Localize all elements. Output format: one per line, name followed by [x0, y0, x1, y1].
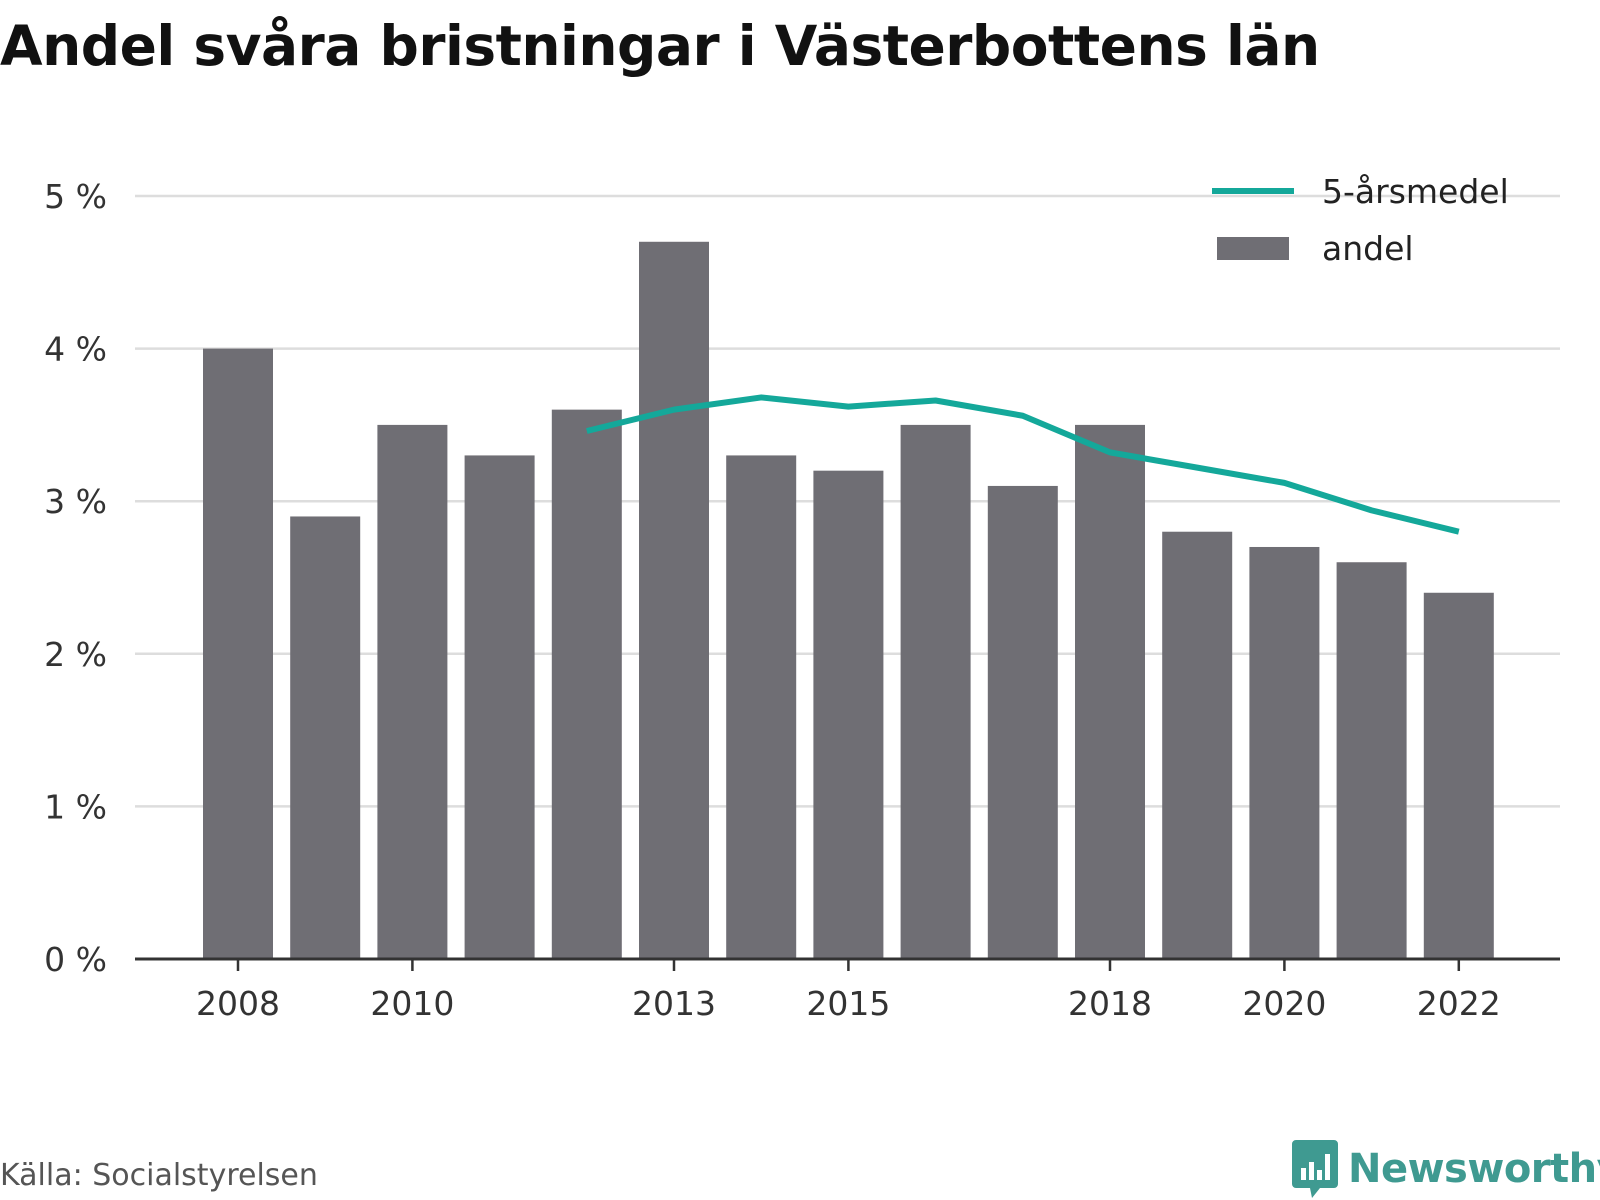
bar	[290, 516, 361, 959]
x-tick-label: 2020	[1242, 984, 1326, 1023]
chart-plot: 0 % 1 % 2 % 3 % 4 % 5 % 2008 2010 2013 2015 2018 20…	[44, 172, 1560, 1023]
legend-label-line: 5-årsmedel	[1322, 172, 1509, 211]
bar	[900, 424, 971, 959]
x-tick-label: 2015	[806, 984, 890, 1023]
bar	[1249, 546, 1320, 959]
legend-label-bar: andel	[1322, 229, 1414, 268]
y-tick-label: 0 %	[44, 940, 107, 979]
y-tick-label: 3 %	[44, 482, 107, 521]
x-tick-label: 2018	[1068, 984, 1152, 1023]
legend-swatch-bar	[1217, 237, 1289, 260]
y-tick-label: 5 %	[44, 177, 107, 216]
bar	[203, 348, 273, 960]
chart-title: Andel svåra bristningar i Västerbottens …	[0, 14, 1320, 78]
bar	[639, 241, 709, 959]
bar	[726, 455, 797, 959]
brand-logo: Newsworthy	[1292, 1140, 1600, 1198]
bar	[1423, 592, 1494, 959]
series-line-5-arsmedel	[586, 394, 1460, 535]
x-tick-label: 2022	[1417, 984, 1501, 1023]
bar	[1162, 531, 1233, 959]
brand-name: Newsworthy	[1348, 1146, 1600, 1192]
bar	[813, 470, 884, 959]
y-tick-label: 1 %	[44, 787, 107, 826]
source-note: Källa: Socialstyrelsen	[0, 1158, 318, 1193]
bar	[551, 409, 622, 959]
bar	[1336, 562, 1407, 959]
x-tick-label: 2010	[370, 984, 454, 1023]
bar	[1075, 424, 1145, 959]
bar-chart-speech-icon	[1292, 1140, 1338, 1198]
x-tick-label: 2008	[196, 984, 280, 1023]
x-tick-label: 2013	[632, 984, 716, 1023]
bar	[987, 485, 1058, 959]
bar	[464, 455, 535, 959]
y-tick-label: 4 %	[44, 330, 107, 369]
bar	[377, 424, 448, 959]
y-tick-label: 2 %	[44, 635, 107, 674]
